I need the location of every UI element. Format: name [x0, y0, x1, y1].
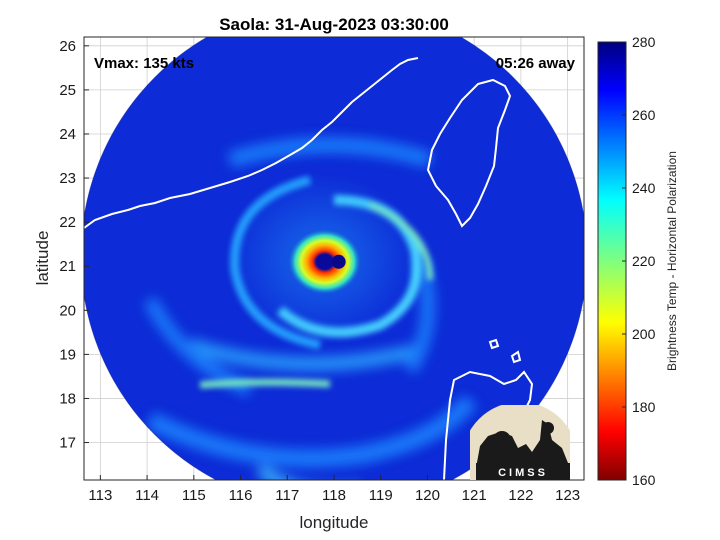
- china-coastline: [84, 57, 419, 229]
- x-tick-label: 122: [508, 487, 533, 504]
- y-tick-label: 17: [59, 435, 76, 452]
- taiwan-outline: [426, 78, 512, 228]
- y-tick-label: 25: [59, 82, 76, 99]
- y-axis-label: latitude: [33, 231, 52, 286]
- chart-title: Saola: 31-Aug-2023 03:30:00: [219, 15, 449, 34]
- y-tick-label: 19: [59, 346, 76, 363]
- colorbar-tick-label: 280: [632, 34, 656, 50]
- storm-eyewall: [286, 227, 363, 296]
- x-tick-label: 113: [88, 487, 112, 504]
- x-tick-label: 117: [275, 487, 299, 504]
- y-tick-label: 23: [59, 170, 76, 187]
- cimss-logo-text: CIMSS: [498, 467, 548, 479]
- colorbar-tick-label: 240: [632, 180, 656, 196]
- colorbar-tick-label: 180: [632, 399, 656, 415]
- x-tick-label: 119: [369, 487, 393, 504]
- colorbar-ticks: 160 180 200 220 240 260 280: [622, 34, 656, 488]
- coastlines: [84, 57, 534, 480]
- x-tick-label: 121: [462, 487, 487, 504]
- time-away-annotation: 05:26 away: [496, 55, 576, 72]
- colorbar: [597, 41, 627, 481]
- x-tick-label: 114: [135, 487, 159, 504]
- x-tick-label: 118: [322, 487, 346, 504]
- colorbar-label: Brightness Temp - Horizontal Polarizatio…: [665, 151, 679, 371]
- x-tick-label: 116: [229, 487, 253, 504]
- colorbar-tick-label: 160: [632, 472, 656, 488]
- x-tick-label: 115: [182, 487, 206, 504]
- y-tick-label: 22: [59, 214, 76, 231]
- cimss-logo: CIMSS: [470, 405, 570, 480]
- colorbar-tick-label: 220: [632, 253, 656, 269]
- vmax-annotation: Vmax: 135 kts: [94, 55, 194, 72]
- y-tick-label: 20: [59, 302, 76, 319]
- y-tick-label: 18: [59, 390, 76, 407]
- x-tick-label: 120: [415, 487, 440, 504]
- colorbar-tick-label: 260: [632, 107, 656, 123]
- storm-eye: [331, 254, 346, 269]
- x-axis-label: longitude: [299, 513, 368, 532]
- y-axis-ticks: 17 18 19 20 21 22 23 24 25 26: [59, 38, 89, 452]
- x-tick-label: 123: [555, 487, 580, 504]
- y-tick-label: 21: [59, 258, 76, 275]
- colorbar-tick-label: 200: [632, 326, 656, 342]
- y-tick-label: 24: [59, 126, 76, 143]
- x-axis-ticks: 113 114 115 116 117 118 119 120 121 122 123: [88, 475, 580, 504]
- luzon-coastline: [443, 370, 534, 480]
- y-tick-label: 26: [59, 38, 76, 55]
